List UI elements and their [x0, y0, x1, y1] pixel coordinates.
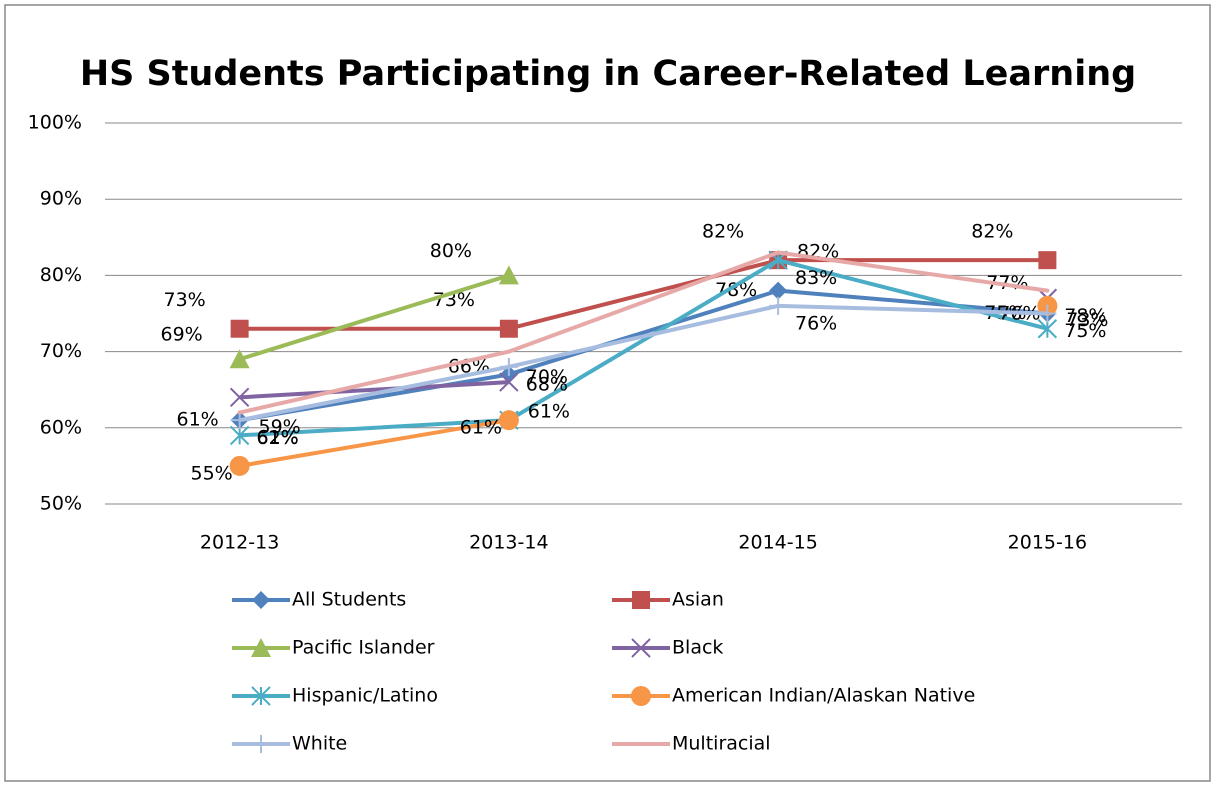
series-line — [239, 288, 1048, 423]
data-label: 78% — [715, 279, 757, 301]
series-line — [239, 303, 1048, 423]
x-tick-label: 2013-14 — [469, 532, 548, 554]
marker — [632, 591, 650, 609]
marker — [252, 591, 270, 609]
series: 61% 68% 76% 75% — [230, 296, 1106, 449]
point — [237, 410, 242, 415]
series-line — [239, 250, 1048, 415]
marker — [498, 265, 519, 285]
marker — [769, 281, 788, 300]
marker — [229, 425, 250, 446]
chart-title: HS Students Participating in Career-Rela… — [80, 54, 1136, 94]
marker — [499, 357, 518, 376]
y-tick-label: 50% — [40, 493, 82, 515]
data-label: 73% — [164, 289, 206, 311]
marker — [1037, 319, 1058, 339]
y-tick-label: 80% — [40, 264, 82, 286]
data-label: 76% — [795, 312, 837, 334]
marker — [498, 410, 519, 431]
data-label: 59% — [259, 416, 301, 438]
data-label: 80% — [430, 240, 472, 262]
data-label: 61% — [257, 427, 299, 449]
marker — [251, 686, 271, 706]
point — [506, 349, 511, 354]
data-label: 55% — [191, 462, 233, 484]
data-label: 82% — [971, 221, 1013, 243]
series: 61%78%75% — [177, 279, 1057, 431]
y-tick-label: 90% — [40, 188, 82, 210]
data-label: 61% — [528, 401, 570, 423]
marker — [229, 387, 250, 408]
marker — [1038, 304, 1057, 323]
data-label: 70% — [526, 366, 568, 388]
marker — [631, 638, 651, 658]
y-tick-label: 60% — [40, 416, 82, 438]
point — [776, 250, 781, 255]
marker — [251, 638, 271, 657]
data-label: 62% — [257, 427, 299, 449]
marker — [230, 319, 249, 338]
series: 62% 70% 83% 78% — [237, 250, 1106, 449]
marker — [1038, 251, 1057, 270]
x-tick-label: 2015-16 — [1008, 532, 1087, 554]
legend-label: Pacific Islander — [292, 637, 435, 659]
data-label: 68% — [526, 373, 568, 395]
legend-label: White — [292, 733, 347, 755]
marker — [769, 296, 788, 315]
data-label: 73% — [1066, 309, 1108, 331]
data-label: 78% — [1064, 305, 1106, 327]
marker — [499, 372, 519, 392]
data-label: 69% — [161, 324, 203, 346]
series: 69% 80% — [161, 240, 519, 369]
chart-border — [4, 4, 1211, 782]
marker — [252, 735, 270, 753]
legend-label: American Indian/Alaskan Native — [672, 685, 975, 707]
legend-label: Hispanic/Latino — [292, 685, 438, 707]
data-label: 61% — [460, 417, 502, 439]
data-label: 82% — [702, 221, 744, 243]
series-line — [239, 258, 1048, 438]
legend-label: All Students — [292, 589, 406, 611]
data-label: 61% — [177, 409, 219, 431]
marker — [229, 349, 250, 369]
y-tick-label: 70% — [40, 340, 82, 362]
x-tick-label: 2012-13 — [200, 532, 279, 554]
legend-label: Asian — [672, 589, 724, 611]
data-label: 83% — [795, 267, 837, 289]
series-line — [239, 273, 510, 362]
marker — [229, 455, 250, 476]
marker — [631, 686, 651, 706]
point — [1045, 288, 1050, 293]
x-tick-label: 2014-15 — [738, 532, 817, 554]
y-tick-label: 100% — [28, 112, 82, 134]
series: 73% 73%82% 82% — [164, 221, 1057, 338]
legend-label: Black — [672, 637, 723, 659]
series-line — [239, 258, 1048, 331]
data-label: 75% — [1064, 320, 1106, 342]
marker — [499, 319, 518, 338]
legend-label: Multiracial — [672, 733, 771, 755]
